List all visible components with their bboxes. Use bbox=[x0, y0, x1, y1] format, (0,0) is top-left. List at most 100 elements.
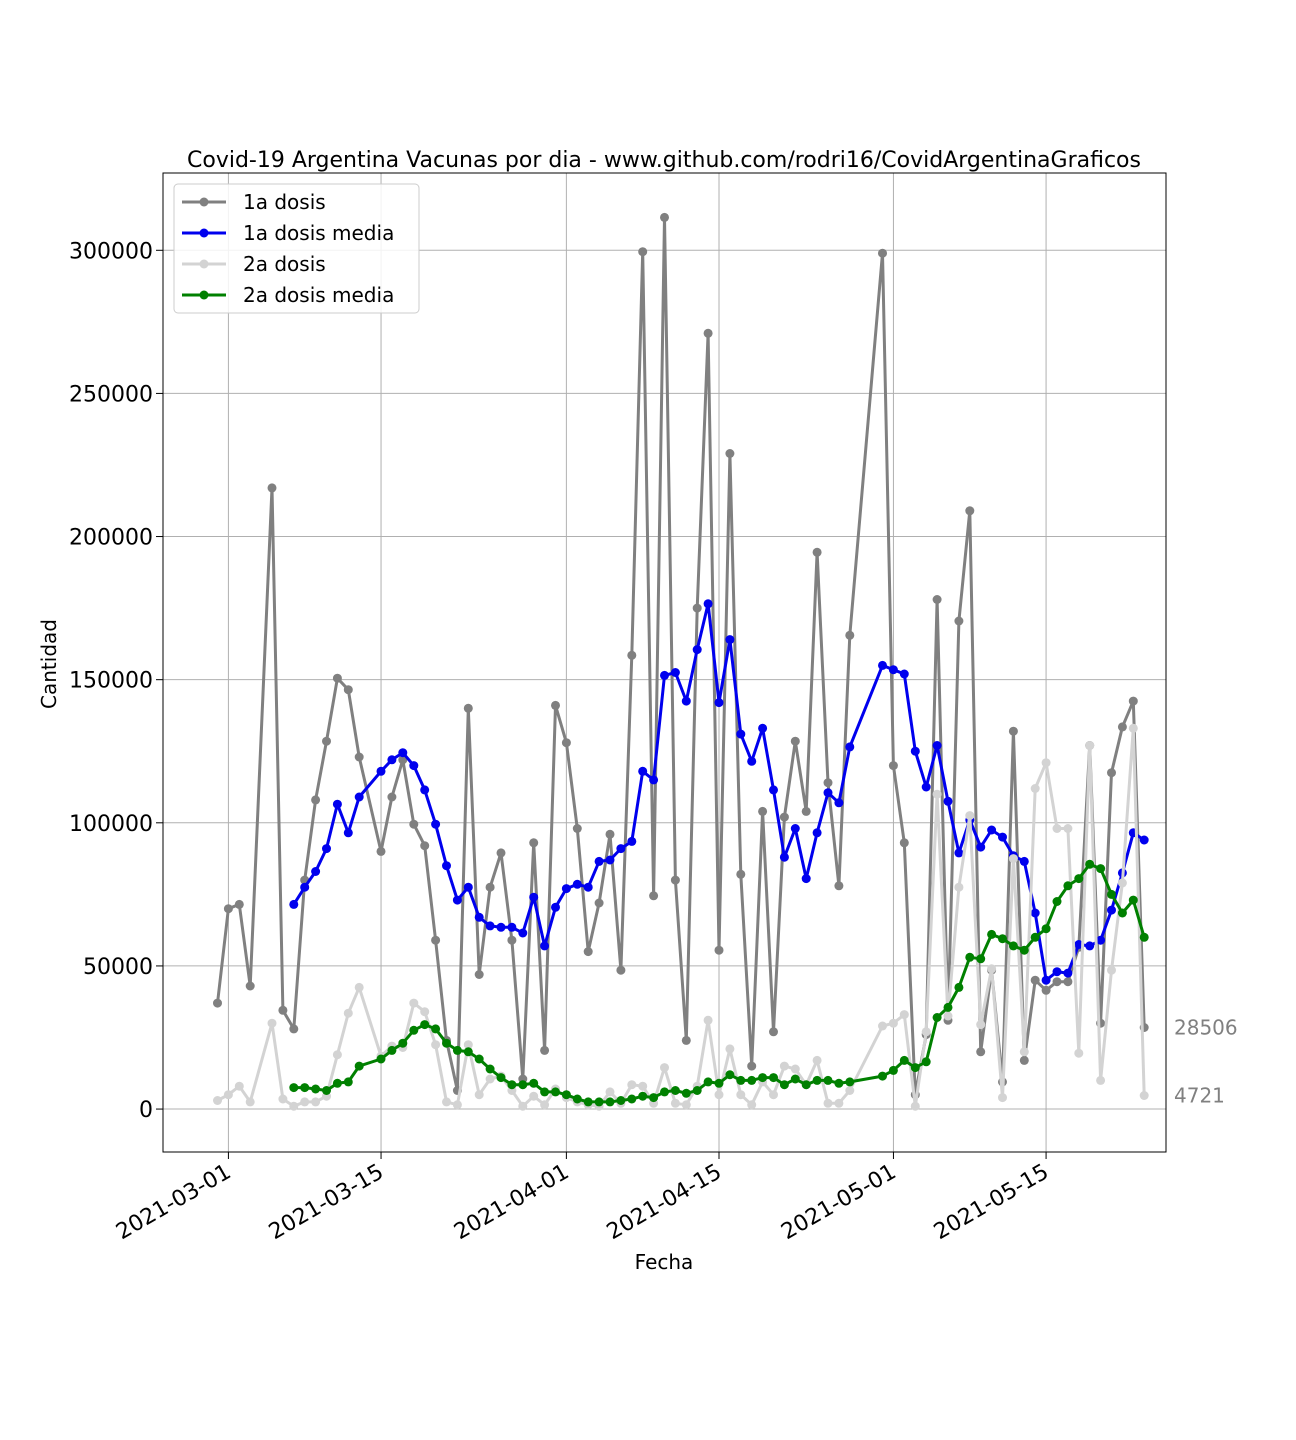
data-point bbox=[823, 1098, 833, 1108]
data-point bbox=[343, 1008, 353, 1018]
data-point bbox=[845, 1086, 855, 1095]
data-point bbox=[267, 483, 277, 493]
data-point bbox=[987, 825, 997, 835]
data-point bbox=[769, 1027, 778, 1037]
data-point bbox=[878, 660, 887, 670]
data-point bbox=[921, 1027, 931, 1037]
data-point bbox=[300, 1083, 310, 1093]
data-point bbox=[1085, 741, 1095, 750]
y-tick-label: 50000 bbox=[83, 955, 153, 980]
data-point bbox=[518, 1101, 528, 1111]
data-point bbox=[725, 635, 735, 645]
data-point bbox=[300, 882, 310, 892]
data-point bbox=[300, 1097, 310, 1107]
data-point bbox=[245, 981, 255, 991]
data-point bbox=[779, 1061, 789, 1071]
data-point bbox=[1074, 940, 1084, 949]
data-point bbox=[387, 1045, 397, 1055]
data-point bbox=[420, 1007, 430, 1017]
legend-label: 2a dosis bbox=[243, 252, 326, 276]
data-point bbox=[703, 1015, 713, 1025]
data-point bbox=[649, 891, 659, 901]
legend-swatch-marker bbox=[199, 290, 209, 300]
data-point bbox=[910, 1063, 920, 1073]
data-point bbox=[965, 811, 975, 821]
data-point bbox=[332, 799, 342, 809]
y-axis-title: Cantidad bbox=[37, 619, 61, 709]
data-point bbox=[790, 736, 800, 746]
data-point bbox=[1074, 1048, 1084, 1058]
data-point bbox=[463, 703, 473, 713]
data-point bbox=[452, 1100, 462, 1110]
data-point bbox=[442, 861, 451, 871]
data-point bbox=[888, 665, 898, 675]
legend-label: 1a dosis bbox=[243, 190, 326, 214]
data-point bbox=[474, 970, 484, 979]
data-point bbox=[692, 1086, 702, 1095]
data-point bbox=[888, 1065, 898, 1075]
data-point bbox=[583, 882, 593, 892]
data-point bbox=[463, 882, 473, 892]
data-point bbox=[1128, 696, 1138, 706]
data-point bbox=[1019, 945, 1029, 955]
data-point bbox=[845, 1077, 855, 1087]
data-point bbox=[540, 1045, 550, 1055]
data-point bbox=[1008, 941, 1018, 951]
legend: 1a dosis 1a dosis media 2a dosis 2a dosis m… bbox=[173, 183, 420, 314]
data-point bbox=[420, 785, 430, 795]
data-point bbox=[943, 1002, 953, 1012]
data-point bbox=[234, 899, 244, 909]
data-point bbox=[987, 964, 997, 974]
data-point bbox=[736, 1090, 746, 1100]
data-point bbox=[1063, 968, 1073, 978]
data-point bbox=[1041, 985, 1051, 995]
data-point bbox=[943, 1011, 953, 1021]
data-point bbox=[801, 1080, 811, 1090]
data-point bbox=[627, 650, 637, 660]
data-point bbox=[638, 1081, 648, 1091]
y-tick-label: 250000 bbox=[69, 382, 153, 407]
data-point bbox=[1107, 965, 1116, 975]
data-point bbox=[1117, 908, 1127, 918]
data-point bbox=[1052, 897, 1062, 906]
data-point bbox=[409, 998, 419, 1008]
data-point bbox=[1063, 977, 1073, 987]
data-point bbox=[910, 746, 920, 756]
data-point bbox=[289, 1083, 299, 1093]
data-point bbox=[616, 1096, 626, 1105]
data-point bbox=[354, 792, 364, 802]
data-point bbox=[1139, 1091, 1149, 1100]
data-point bbox=[976, 1047, 986, 1057]
data-point bbox=[976, 842, 986, 852]
data-point bbox=[681, 1088, 691, 1098]
data-point bbox=[409, 1025, 419, 1035]
data-point bbox=[540, 941, 550, 951]
data-point bbox=[670, 1086, 680, 1095]
data-point bbox=[703, 599, 713, 609]
data-point bbox=[747, 1075, 757, 1085]
data-point bbox=[223, 904, 233, 914]
data-point bbox=[529, 1091, 539, 1101]
data-point bbox=[409, 819, 419, 829]
data-point bbox=[998, 934, 1007, 944]
data-point bbox=[921, 782, 931, 792]
data-point bbox=[769, 785, 778, 795]
data-point bbox=[322, 844, 331, 854]
y-tick-label: 0 bbox=[139, 1098, 153, 1123]
data-point bbox=[540, 1100, 550, 1110]
data-point bbox=[1019, 1047, 1029, 1057]
data-point bbox=[485, 1074, 495, 1084]
data-point bbox=[431, 819, 441, 829]
data-point bbox=[354, 1061, 364, 1071]
data-point bbox=[769, 1073, 778, 1083]
data-point bbox=[899, 1010, 909, 1020]
data-point bbox=[758, 806, 768, 816]
data-point bbox=[660, 1063, 669, 1073]
data-point bbox=[474, 912, 484, 922]
data-point bbox=[812, 547, 822, 557]
data-point bbox=[736, 729, 746, 739]
data-point bbox=[1074, 874, 1084, 884]
data-point bbox=[605, 829, 615, 839]
data-point bbox=[954, 616, 964, 626]
data-point bbox=[823, 788, 833, 798]
